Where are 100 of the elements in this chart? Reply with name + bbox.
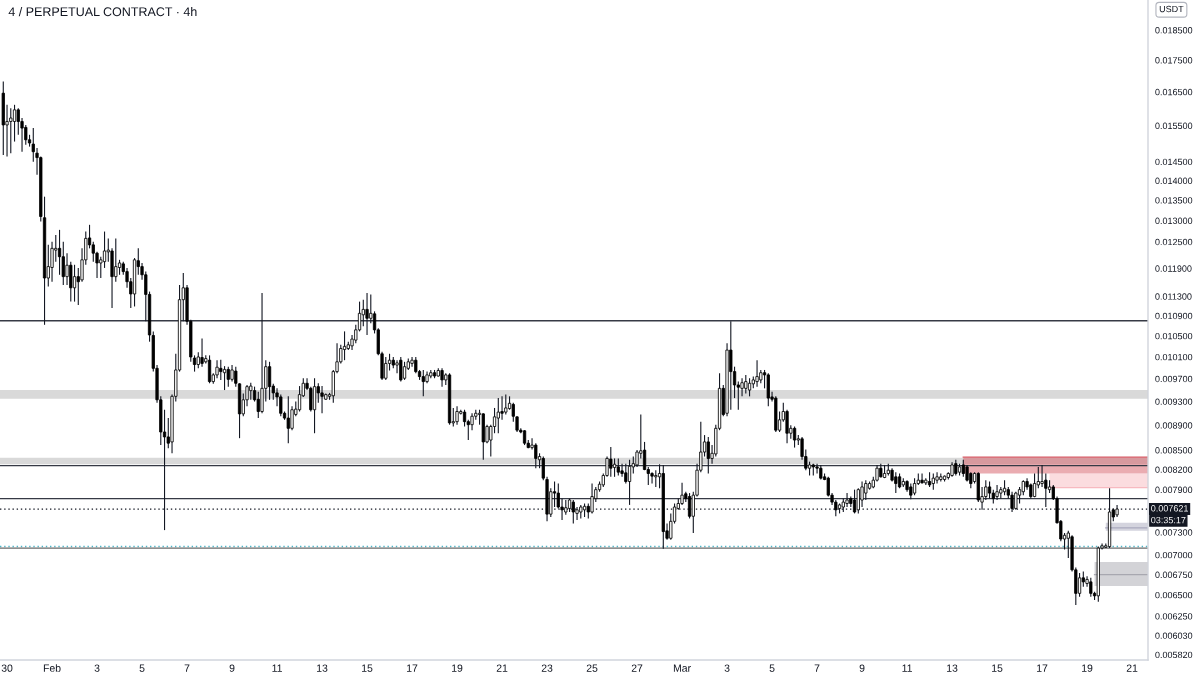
x-tick-label: 3: [94, 664, 100, 672]
candlestick: [320, 385, 324, 414]
y-tick-label: 0.005820: [1155, 651, 1193, 659]
y-tick-label: 0.006500: [1155, 591, 1193, 599]
candlestick: [609, 446, 613, 478]
x-tick-label: 9: [229, 664, 235, 672]
x-tick-label: 19: [452, 664, 463, 672]
x-tick-label: 19: [1082, 664, 1093, 672]
y-tick-label: 0.007300: [1155, 529, 1193, 536]
y-tick-label: 0.008200: [1155, 466, 1193, 473]
y-tick-label: 0.011300: [1155, 293, 1192, 300]
candlestick: [65, 252, 69, 286]
chart-title: 4 / PERPETUAL CONTRACT · 4h: [8, 6, 197, 17]
candlestick: [440, 367, 444, 388]
x-tick-label: 13: [317, 664, 328, 672]
x-tick-label: 15: [362, 664, 373, 672]
y-tick-label: 0.011900: [1155, 265, 1192, 272]
candlestick: [504, 394, 508, 416]
candlestick: [624, 463, 628, 485]
y-tick-label: 0.014500: [1155, 158, 1193, 166]
candlestick: [755, 359, 759, 388]
candlestick: [744, 374, 748, 395]
candlestick: [1089, 577, 1093, 598]
y-tick-label: 0.007000: [1155, 551, 1193, 559]
y-tick-label: 0.014000: [1155, 177, 1193, 184]
candlestick: [72, 264, 77, 303]
candlestick: [534, 442, 538, 469]
y-tick-label: 0.006030: [1155, 632, 1193, 639]
candlestick: [455, 405, 459, 426]
y-tick-label: 0.008500: [1155, 447, 1193, 454]
candlestick: [260, 292, 264, 414]
y-tick-label: 0.013000: [1155, 217, 1193, 225]
candlestick: [226, 366, 230, 388]
y-tick-label: 0.009700: [1155, 375, 1193, 383]
candlestick: [627, 459, 632, 506]
candlestick: [642, 441, 647, 471]
text: 03:35:17: [1151, 516, 1186, 524]
x-tick-label: 23: [541, 664, 553, 672]
candlestick: [590, 482, 594, 514]
candlestick: [402, 361, 407, 381]
y-tick-label: 0.016500: [1155, 88, 1193, 96]
candlestick: [312, 377, 317, 434]
x-tick-label: 21: [1126, 664, 1138, 672]
x-tick-label: 25: [586, 664, 598, 672]
candlestick: [57, 229, 62, 276]
candlestick: [399, 356, 403, 383]
candlestick: [222, 365, 227, 391]
candlestick: [920, 472, 924, 485]
candlestick: [496, 397, 500, 434]
x-tick-label: Mar: [673, 664, 691, 672]
y-tick-label: 0.017500: [1155, 57, 1193, 64]
y-tick-label: 0.009300: [1155, 398, 1193, 405]
y-tick-label: 0.006250: [1155, 613, 1193, 620]
x-tick-label: 11: [902, 664, 912, 672]
candlestick: [410, 356, 414, 368]
x-tick-label: 17: [1037, 664, 1048, 672]
x-tick-label: 5: [139, 664, 145, 672]
candlestick: [12, 104, 17, 143]
candlestick: [256, 391, 260, 419]
candlestick: [766, 372, 770, 407]
candlestick: [706, 436, 710, 475]
candlestick: [1040, 464, 1044, 488]
x-tick-label: 11: [272, 664, 282, 672]
ref-line-label: 0.007621: [1151, 505, 1188, 512]
y-tick-label: 0.010100: [1155, 353, 1193, 361]
candlestick: [200, 338, 204, 368]
y-tick-label: 0.010900: [1155, 312, 1193, 320]
candlestick: [365, 292, 369, 336]
y-tick-label: 0.007900: [1155, 486, 1193, 494]
candlestick: [361, 299, 365, 327]
y-tick-label: 0.015500: [1155, 122, 1193, 130]
candlestick: [102, 231, 107, 269]
candlestick: [815, 463, 819, 475]
candlestick: [995, 484, 999, 501]
candlestick: [500, 395, 504, 421]
y-tick-label: 0.010500: [1155, 332, 1193, 340]
x-tick-label: 3: [724, 664, 730, 672]
y-tick-label: 0.013500: [1155, 197, 1193, 204]
x-tick-label: 30: [1, 664, 13, 672]
x-tick-label: 21: [496, 664, 508, 672]
y-axis-title: USDT: [1159, 5, 1184, 13]
x-tick-label: 15: [992, 664, 1003, 672]
candlestick: [894, 471, 898, 494]
candlestick: [650, 471, 654, 485]
x-tick-label: Feb: [43, 664, 61, 672]
candlestick: [680, 482, 684, 506]
y-tick-label: 0.018500: [1155, 27, 1193, 34]
candlestick: [729, 320, 733, 411]
x-tick-label: 7: [184, 664, 190, 672]
x-tick-label: 7: [814, 664, 820, 672]
y-tick-label: 0.012500: [1155, 238, 1193, 246]
y-tick-label: 0.006750: [1155, 571, 1193, 578]
x-tick-label: 13: [947, 664, 958, 672]
x-tick-label: 5: [769, 664, 775, 672]
candlestick: [384, 356, 388, 381]
candlestick: [114, 237, 118, 283]
x-tick-label: 27: [631, 664, 643, 672]
x-tick-label: 17: [407, 664, 418, 672]
candlestick: [9, 107, 13, 154]
candlestick: [297, 385, 302, 413]
